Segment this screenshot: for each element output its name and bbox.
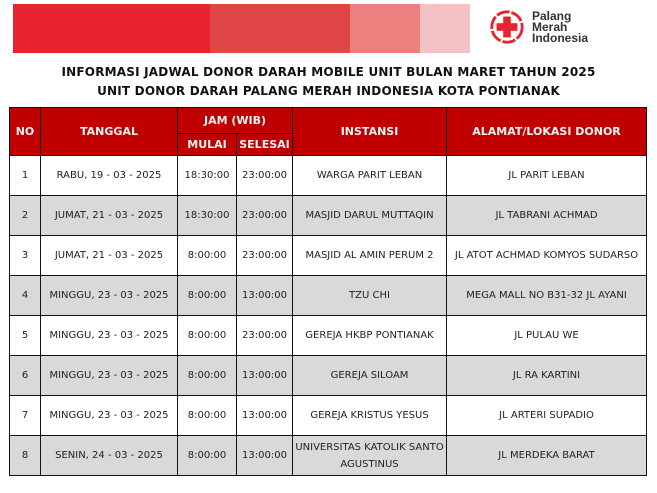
cell-tanggal: MINGGU, 23 - 03 - 2025: [40, 315, 178, 356]
table-row: 5 MINGGU, 23 - 03 - 2025 8:00:00 23:00:00 GE…: [9, 315, 648, 356]
cell-mulai: 8:00:00: [177, 315, 237, 356]
cell-selesai: 13:00:00: [235, 395, 294, 436]
cell-mulai: 18:30:00: [177, 155, 237, 196]
schedule-table: NO TANGGAL JAM (WIB) INSTANSI ALAMAT/LOK…: [9, 107, 648, 476]
header-alamat: ALAMAT/LOKASI DONOR: [446, 107, 648, 156]
cell-alamat: JL ATOT ACHMAD KOMYOS SUDARSO: [446, 235, 648, 276]
cell-mulai: 8:00:00: [177, 355, 237, 396]
header-no: NO: [9, 107, 41, 156]
cell-instansi: MASJID DARUL MUTTAQIN: [292, 195, 448, 236]
header-selesai: SELESAI: [235, 133, 294, 156]
header-instansi: INSTANSI: [292, 107, 448, 156]
table-row: 6 MINGGU, 23 - 03 - 2025 8:00:00 13:00:00 GE…: [9, 355, 648, 396]
pmi-logo: Palang Merah Indonesia: [488, 8, 588, 46]
table-row: 4 MINGGU, 23 - 03 - 2025 8:00:00 13:00:00 TZ…: [9, 275, 648, 316]
cell-selesai: 23:00:00: [235, 315, 294, 356]
cell-instansi: GEREJA SILOAM: [292, 355, 448, 396]
cell-alamat: JL PARIT LEBAN: [446, 155, 648, 196]
cell-selesai: 13:00:00: [235, 355, 294, 396]
cell-no: 8: [9, 435, 41, 476]
logo-text: Merah: [532, 19, 568, 34]
cell-selesai: 13:00:00: [235, 275, 294, 316]
cell-instansi: GEREJA HKBP PONTIANAK: [292, 315, 448, 356]
cell-mulai: 18:30:00: [177, 195, 237, 236]
table-row: 2 JUMAT, 21 - 03 - 2025 18:30:00 23:00:00 MA…: [9, 195, 648, 236]
cell-mulai: 8:00:00: [177, 235, 237, 276]
cell-tanggal: MINGGU, 23 - 03 - 2025: [40, 395, 178, 436]
cell-mulai: 8:00:00: [177, 275, 237, 316]
cell-no: 4: [9, 275, 41, 316]
cell-mulai: 8:00:00: [177, 395, 237, 436]
table-row: 7 MINGGU, 23 - 03 - 2025 8:00:00 13:00:00 GE…: [9, 395, 648, 436]
cell-tanggal: RABU, 19 - 03 - 2025: [40, 155, 178, 196]
cell-alamat: JL RA KARTINI: [446, 355, 648, 396]
page-subtitle: UNIT DONOR DARAH PALANG MERAH INDONESIA …: [97, 84, 560, 98]
logo-text: Palang: [532, 8, 572, 23]
cell-tanggal: MINGGU, 23 - 03 - 2025: [40, 355, 178, 396]
cell-alamat: JL TABRANI ACHMAD: [446, 195, 648, 236]
cell-instansi: GEREJA KRISTUS YESUS: [292, 395, 448, 436]
cell-alamat: JL PULAU WE: [446, 315, 648, 356]
banner-band: [350, 4, 420, 53]
cell-tanggal: MINGGU, 23 - 03 - 2025: [40, 275, 178, 316]
cell-selesai: 13:00:00: [235, 435, 294, 476]
banner-band: [420, 4, 470, 53]
table-row: 1 RABU, 19 - 03 - 2025 18:30:00 23:00:00 WAR…: [9, 155, 648, 196]
red-cross-icon: [490, 10, 524, 44]
banner-band: [13, 4, 210, 53]
cell-no: 6: [9, 355, 41, 396]
banner-band: [210, 4, 350, 53]
cell-instansi: WARGA PARIT LEBAN: [292, 155, 448, 196]
cell-selesai: 23:00:00: [235, 155, 294, 196]
logo-text: Indonesia: [532, 30, 589, 45]
header-tanggal: TANGGAL: [40, 107, 178, 156]
cell-no: 7: [9, 395, 41, 436]
cell-alamat: MEGA MALL NO B31-32 JL AYANI: [446, 275, 648, 316]
cell-alamat: JL MERDEKA BARAT: [446, 435, 648, 476]
cell-tanggal: JUMAT, 21 - 03 - 2025: [40, 195, 178, 236]
cell-no: 3: [9, 235, 41, 276]
table-row: 8 SENIN, 24 - 03 - 2025 8:00:00 13:00:00 UNI…: [9, 435, 648, 476]
cell-instansi: TZU CHI: [292, 275, 448, 316]
cell-no: 2: [9, 195, 41, 236]
cell-alamat: JL ARTERI SUPADIO: [446, 395, 648, 436]
cell-tanggal: SENIN, 24 - 03 - 2025: [40, 435, 178, 476]
table-row: 3 JUMAT, 21 - 03 - 2025 8:00:00 23:00:00 MAS…: [9, 235, 648, 276]
cell-instansi: UNIVERSITAS KATOLIK SANTO AGUSTINUS: [292, 435, 448, 476]
cell-selesai: 23:00:00: [235, 195, 294, 236]
cell-no: 5: [9, 315, 41, 356]
cell-no: 1: [9, 155, 41, 196]
page-title: INFORMASI JADWAL DONOR DARAH MOBILE UNIT…: [61, 65, 596, 79]
cell-tanggal: JUMAT, 21 - 03 - 2025: [40, 235, 178, 276]
cell-instansi: MASJID AL AMIN PERUM 2: [292, 235, 448, 276]
cell-mulai: 8:00:00: [177, 435, 237, 476]
header-mulai: MULAI: [177, 133, 237, 156]
cell-selesai: 23:00:00: [235, 235, 294, 276]
header-jam: JAM (WIB): [176, 107, 294, 134]
